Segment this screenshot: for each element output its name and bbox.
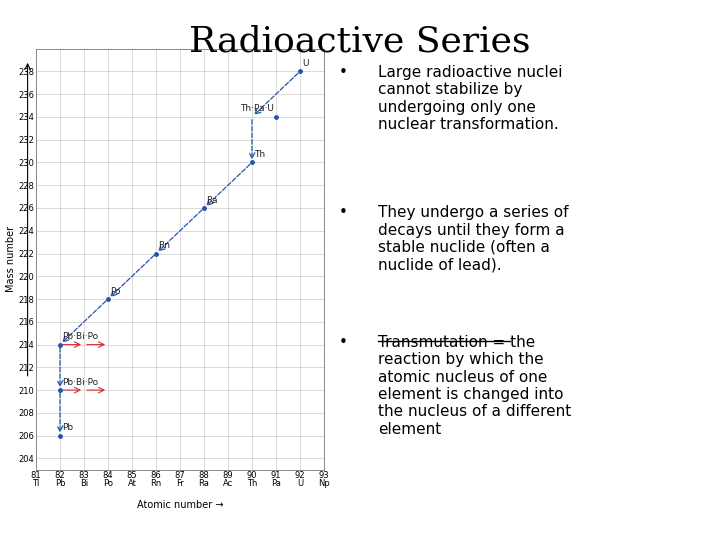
Text: •: •	[338, 335, 347, 350]
Text: Rn: Rn	[150, 479, 161, 488]
Text: Th·Pa·U: Th·Pa·U	[240, 104, 274, 113]
Text: Transmutation = the
reaction by which the
atomic nucleus of one
element is chang: Transmutation = the reaction by which th…	[378, 335, 571, 437]
Text: Fr: Fr	[176, 479, 184, 488]
Text: Th: Th	[254, 150, 265, 159]
Text: Np: Np	[318, 479, 330, 488]
Text: Ra: Ra	[199, 479, 210, 488]
Text: Radioactive Series: Radioactive Series	[189, 24, 531, 58]
Text: Po: Po	[110, 287, 120, 295]
Text: Large radioactive nuclei
cannot stabilize by
undergoing only one
nuclear transfo: Large radioactive nuclei cannot stabiliz…	[378, 65, 562, 132]
Text: Transmutation: Transmutation	[0, 539, 1, 540]
Text: Pb: Pb	[55, 479, 66, 488]
Text: Th: Th	[247, 479, 257, 488]
Text: •: •	[338, 65, 347, 80]
Text: Pa: Pa	[271, 479, 281, 488]
Text: They undergo a series of
decays until they form a
stable nuclide (often a
nuclid: They undergo a series of decays until th…	[378, 205, 569, 272]
Text: Tl: Tl	[32, 479, 40, 488]
Text: Bi: Bi	[80, 479, 88, 488]
Text: U: U	[297, 479, 303, 488]
Text: Pb: Pb	[62, 423, 73, 432]
Text: Pb·Bi·Po: Pb·Bi·Po	[62, 332, 98, 341]
Text: Ac: Ac	[223, 479, 233, 488]
Text: Rn: Rn	[158, 241, 170, 250]
Text: •: •	[338, 205, 347, 220]
Text: Po: Po	[103, 479, 113, 488]
Text: Pb·Bi·Po: Pb·Bi·Po	[62, 377, 98, 387]
Text: Ra: Ra	[206, 195, 217, 205]
Text: At: At	[127, 479, 136, 488]
X-axis label: Atomic number →: Atomic number →	[137, 500, 223, 510]
Y-axis label: Mass number: Mass number	[6, 226, 16, 292]
Text: U: U	[302, 59, 308, 68]
